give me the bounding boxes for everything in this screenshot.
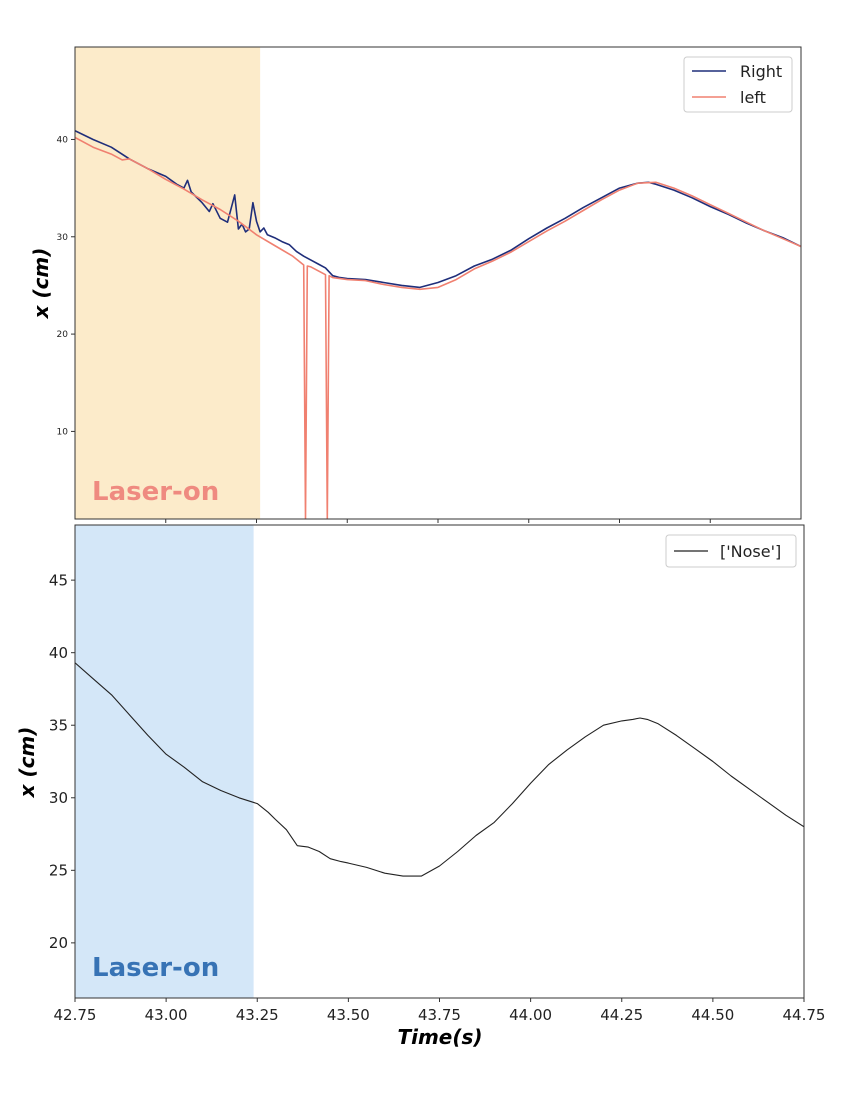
- top-legend: Right left: [683, 56, 793, 113]
- x-tick-label: 44.50: [691, 1006, 734, 1024]
- x-tick-label: 44.75: [783, 1006, 826, 1024]
- x-tick-label: 43.00: [145, 1006, 188, 1024]
- x-tick-label: 43.50: [327, 1006, 370, 1024]
- top-panel: 10 20 30 40 Laser-on x (cm) Right left: [29, 46, 802, 523]
- top-series-layer: [75, 129, 801, 519]
- top-axis-ticks: 10 20 30 40: [57, 136, 711, 523]
- legend-label-left: left: [740, 88, 766, 107]
- legend-label-right: Right: [740, 62, 782, 81]
- top-y-axis-label: x (cm): [29, 248, 53, 320]
- x-tick-label: 44.00: [509, 1006, 552, 1024]
- legend-label-nose: ['Nose']: [720, 542, 781, 561]
- y-tick-label: 35: [49, 716, 68, 734]
- laser-on-label: Laser-on: [92, 953, 219, 983]
- bottom-y-axis-label: x (cm): [15, 727, 39, 799]
- x-tick-label: 42.75: [54, 1006, 97, 1024]
- bottom-legend: ['Nose']: [665, 534, 797, 568]
- bottom-panel: 20 25 30 35 40 45 42.75 43.00 43.25 43.50 43.75 44.…: [15, 524, 826, 1049]
- y-tick-label: 40: [57, 136, 69, 146]
- x-tick-label: 43.75: [418, 1006, 461, 1024]
- laser-on-region: [75, 47, 261, 519]
- y-tick-label: 25: [49, 862, 68, 880]
- y-tick-label: 20: [49, 934, 68, 952]
- y-tick-label: 30: [57, 233, 69, 243]
- bottom-axis-ticks: 20 25 30 35 40 45 42.75 43.00 43.25 43.50 43.75 44.…: [49, 571, 826, 1024]
- y-tick-label: 10: [57, 428, 69, 438]
- series-line-nose: [75, 662, 804, 877]
- y-tick-label: 20: [57, 330, 69, 340]
- laser-on-label: Laser-on: [92, 477, 219, 507]
- laser-on-region: [75, 525, 254, 998]
- y-tick-label: 30: [49, 789, 68, 807]
- bottom-legend-box: [665, 534, 797, 568]
- series-line-left: [75, 136, 801, 519]
- y-tick-label: 40: [49, 644, 68, 662]
- x-axis-label: Time(s): [397, 1025, 482, 1049]
- y-tick-label: 45: [49, 571, 68, 589]
- bottom-series-layer: [75, 662, 804, 877]
- x-tick-label: 44.25: [600, 1006, 643, 1024]
- x-tick-label: 43.25: [236, 1006, 279, 1024]
